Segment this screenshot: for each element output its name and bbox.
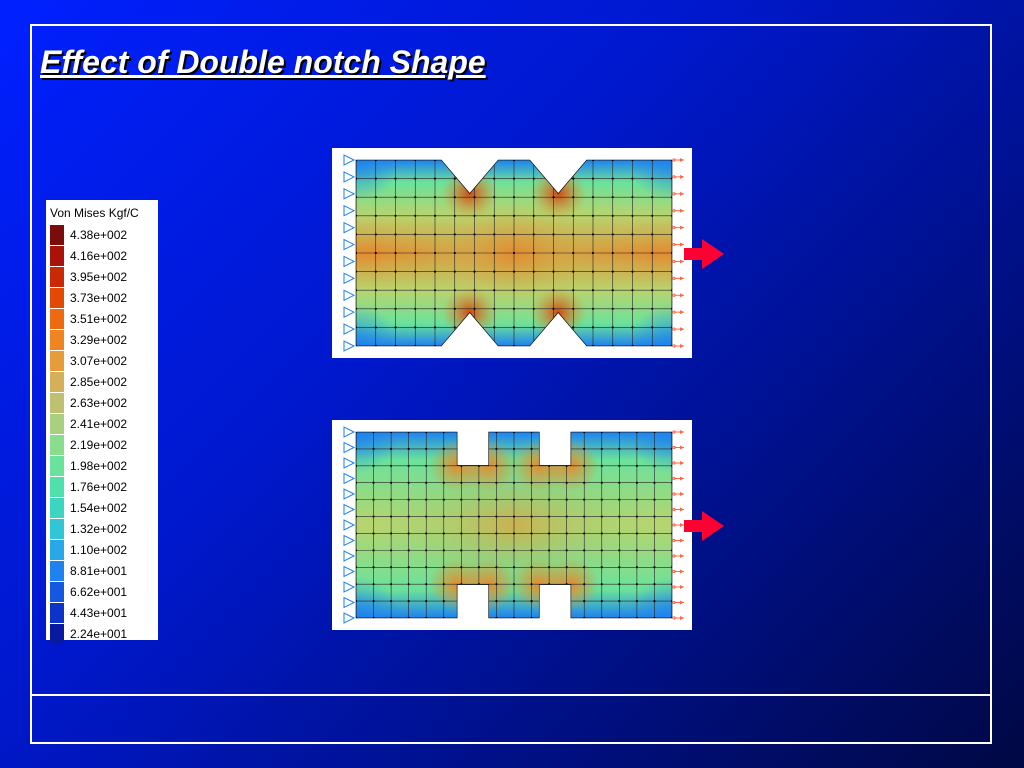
legend-label: 1.54e+002 [70, 501, 127, 515]
legend-entry: 3.51e+002 [50, 308, 154, 329]
legend-label: 1.10e+002 [70, 543, 127, 557]
legend-label: 1.98e+002 [70, 459, 127, 473]
legend-entry: 1.98e+002 [50, 455, 154, 476]
legend-label: 2.41e+002 [70, 417, 127, 431]
legend-label: 1.76e+002 [70, 480, 127, 494]
legend-swatch [50, 414, 64, 434]
legend-entry: 3.95e+002 [50, 266, 154, 287]
legend-swatch [50, 435, 64, 455]
legend-label: 8.81e+001 [70, 564, 127, 578]
legend-swatch [50, 519, 64, 539]
fea-plot-rectnotch [332, 420, 692, 630]
legend-label: 2.24e+001 [70, 627, 127, 641]
legend-label: 4.43e+001 [70, 606, 127, 620]
slide-frame [30, 24, 992, 744]
legend-label: 4.38e+002 [70, 228, 127, 242]
legend-entry: 3.73e+002 [50, 287, 154, 308]
legend-swatch [50, 288, 64, 308]
legend-label: 4.16e+002 [70, 249, 127, 263]
legend-swatch [50, 309, 64, 329]
legend-label: 3.29e+002 [70, 333, 127, 347]
bottom-divider [30, 694, 992, 696]
legend-label: 1.32e+002 [70, 522, 127, 536]
legend-swatch [50, 372, 64, 392]
legend-swatch [50, 225, 64, 245]
legend-entry: 1.76e+002 [50, 476, 154, 497]
legend-entry: 6.62e+001 [50, 581, 154, 602]
legend-entry: 2.19e+002 [50, 434, 154, 455]
legend-entry: 4.38e+002 [50, 224, 154, 245]
legend-entry: 2.41e+002 [50, 413, 154, 434]
legend-swatch [50, 351, 64, 371]
legend-title: Von Mises Kgf/C [50, 206, 154, 220]
legend-entry: 1.32e+002 [50, 518, 154, 539]
legend-swatch [50, 393, 64, 413]
legend-entry: 4.43e+001 [50, 602, 154, 623]
legend-entry: 3.29e+002 [50, 329, 154, 350]
color-legend: Von Mises Kgf/C 4.38e+002 4.16e+002 3.95e+… [46, 200, 158, 640]
legend-entry: 2.85e+002 [50, 371, 154, 392]
legend-entry: 4.16e+002 [50, 245, 154, 266]
legend-swatch [50, 582, 64, 602]
legend-entry: 2.63e+002 [50, 392, 154, 413]
legend-swatch [50, 603, 64, 623]
legend-swatch [50, 267, 64, 287]
legend-label: 6.62e+001 [70, 585, 127, 599]
legend-entry: 1.54e+002 [50, 497, 154, 518]
legend-swatch [50, 456, 64, 476]
legend-label: 3.07e+002 [70, 354, 127, 368]
legend-swatch [50, 624, 64, 644]
legend-entry: 8.81e+001 [50, 560, 154, 581]
legend-swatch [50, 246, 64, 266]
legend-entry: 2.24e+001 [50, 623, 154, 644]
legend-entry: 3.07e+002 [50, 350, 154, 371]
legend-label: 3.73e+002 [70, 291, 127, 305]
legend-label: 3.51e+002 [70, 312, 127, 326]
legend-swatch [50, 561, 64, 581]
legend-label: 2.19e+002 [70, 438, 127, 452]
legend-swatch [50, 498, 64, 518]
legend-swatch [50, 330, 64, 350]
legend-swatch [50, 477, 64, 497]
legend-label: 2.63e+002 [70, 396, 127, 410]
legend-swatch [50, 540, 64, 560]
legend-label: 3.95e+002 [70, 270, 127, 284]
fea-plot-vnotch [332, 148, 692, 358]
legend-label: 2.85e+002 [70, 375, 127, 389]
legend-entry: 1.10e+002 [50, 539, 154, 560]
slide-title: Effect of Double notch Shape [40, 44, 486, 81]
